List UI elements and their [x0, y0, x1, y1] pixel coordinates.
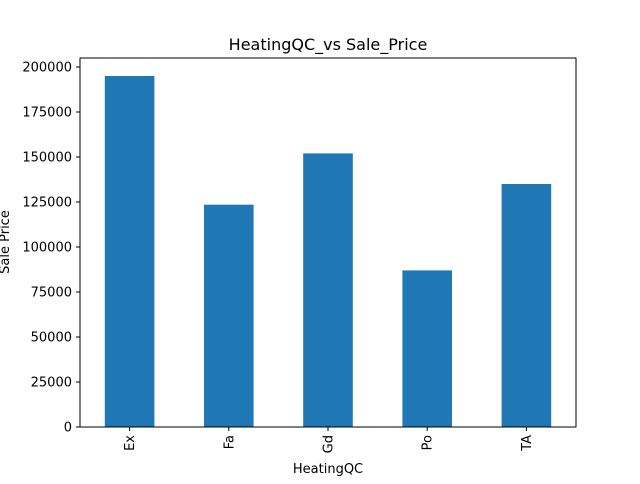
y-tick-label: 175000: [22, 106, 72, 121]
y-tick-label: 0: [64, 421, 72, 436]
y-tick-label: 125000: [22, 196, 72, 211]
x-tick-label-gd: Gd: [322, 435, 337, 453]
x-tick-label-ex: Ex: [123, 435, 138, 451]
chart-title: HeatingQC_vs Sale_Price: [229, 35, 428, 55]
x-tick-label-po: Po: [421, 435, 436, 450]
y-tick-label: 200000: [22, 61, 72, 76]
y-tick-label: 100000: [22, 241, 72, 256]
y-tick-label: 150000: [22, 151, 72, 166]
x-axis-label: HeatingQC: [293, 462, 363, 477]
y-tick-label: 25000: [31, 376, 72, 391]
bar-po: [402, 270, 452, 427]
y-axis: 0 25000 50000 75000 100000 125000 150000 175000…: [22, 61, 80, 436]
bar-ta: [501, 184, 552, 427]
x-tick-label-ta: TA: [520, 435, 535, 452]
bar-ex: [104, 76, 155, 427]
bar-gd: [303, 153, 353, 427]
bars-layer: [104, 76, 552, 427]
y-axis-label: Sale Price: [0, 210, 13, 274]
plot-frame: [79, 57, 577, 428]
bar-fa: [204, 204, 254, 427]
y-tick-label: 75000: [31, 286, 72, 301]
y-tick-label: 50000: [31, 331, 72, 346]
x-tick-label-fa: Fa: [222, 435, 237, 449]
x-axis: Ex Fa Gd Po TA: [123, 427, 535, 453]
